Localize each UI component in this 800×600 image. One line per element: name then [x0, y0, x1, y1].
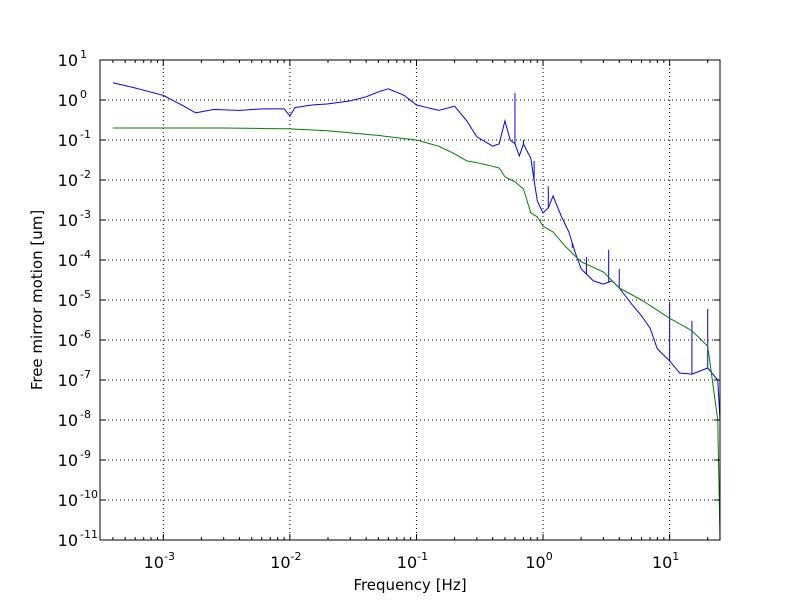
- y-tick-base: 10: [58, 211, 78, 230]
- series-layer: [112, 82, 720, 540]
- x-tick-exponent: -3: [164, 550, 175, 563]
- y-tick-exponent: -4: [80, 248, 91, 261]
- y-tick-label: 10 -2: [58, 168, 91, 190]
- x-tick-label: 101: [652, 550, 679, 572]
- x-tick-base: 10: [144, 553, 164, 572]
- y-tick-label: 10 -8: [58, 408, 91, 430]
- y-tick-base: 10: [58, 331, 78, 350]
- y-tick-label: 10 -7: [58, 368, 91, 390]
- x-tick-base: 10: [270, 553, 290, 572]
- y-tick-exponent: -2: [80, 168, 91, 181]
- x-tick-exponent: 1: [672, 550, 679, 563]
- y-tick-label: 10 -1: [58, 128, 91, 150]
- y-tick-base: 10: [58, 51, 78, 70]
- y-tick-label: 10 -10: [58, 488, 98, 510]
- y-tick-base: 10: [58, 251, 78, 270]
- y-tick-exponent: -11: [80, 528, 98, 541]
- x-tick-label: 10-3: [144, 550, 175, 572]
- y-tick-label: 10 -6: [58, 328, 91, 350]
- y-tick-exponent: -8: [80, 408, 91, 421]
- y-tick-exponent: 0: [80, 88, 87, 101]
- y-tick-base: 10: [58, 131, 78, 150]
- y-tick-exponent: -5: [80, 288, 91, 301]
- y-tick-label: 10 -4: [58, 248, 91, 270]
- y-tick-base: 10: [58, 291, 78, 310]
- x-tick-base: 10: [397, 553, 417, 572]
- y-tick-exponent: 1: [80, 48, 87, 61]
- y-tick-label: 10 -9: [58, 448, 91, 470]
- x-tick-base: 10: [525, 553, 545, 572]
- x-tick-label: 10-1: [397, 550, 428, 572]
- y-tick-base: 10: [58, 91, 78, 110]
- tick-marks: [100, 59, 720, 541]
- series-line-0: [112, 82, 720, 421]
- y-axis-label: Free mirror motion [um]: [28, 210, 46, 390]
- series-line-1: [112, 127, 720, 540]
- y-tick-exponent: -10: [80, 488, 98, 501]
- x-tick-base: 10: [652, 553, 672, 572]
- x-tick-exponent: 0: [546, 550, 553, 563]
- y-tick-exponent: -6: [80, 328, 91, 341]
- y-tick-exponent: -3: [80, 208, 91, 221]
- x-tick-exponent: -1: [417, 550, 428, 563]
- y-tick-exponent: -9: [80, 448, 91, 461]
- y-tick-base: 10: [58, 411, 78, 430]
- y-tick-label: 10 -11: [58, 528, 98, 550]
- x-tick-exponent: -2: [291, 550, 302, 563]
- y-tick-label: 10 0: [58, 88, 87, 110]
- y-tick-base: 10: [58, 451, 78, 470]
- y-tick-base: 10: [58, 171, 78, 190]
- y-tick-label: 10 1: [58, 48, 87, 70]
- x-tick-label: 10-2: [270, 550, 301, 572]
- y-tick-label: 10 -3: [58, 208, 91, 230]
- y-tick-exponent: -1: [80, 128, 91, 141]
- x-tick-label: 100: [525, 550, 552, 572]
- y-tick-base: 10: [58, 491, 78, 510]
- y-tick-exponent: -7: [80, 368, 91, 381]
- y-tick-base: 10: [58, 531, 78, 550]
- y-tick-label: 10 -5: [58, 288, 91, 310]
- x-axis-label: Frequency [Hz]: [353, 576, 466, 594]
- y-tick-base: 10: [58, 371, 78, 390]
